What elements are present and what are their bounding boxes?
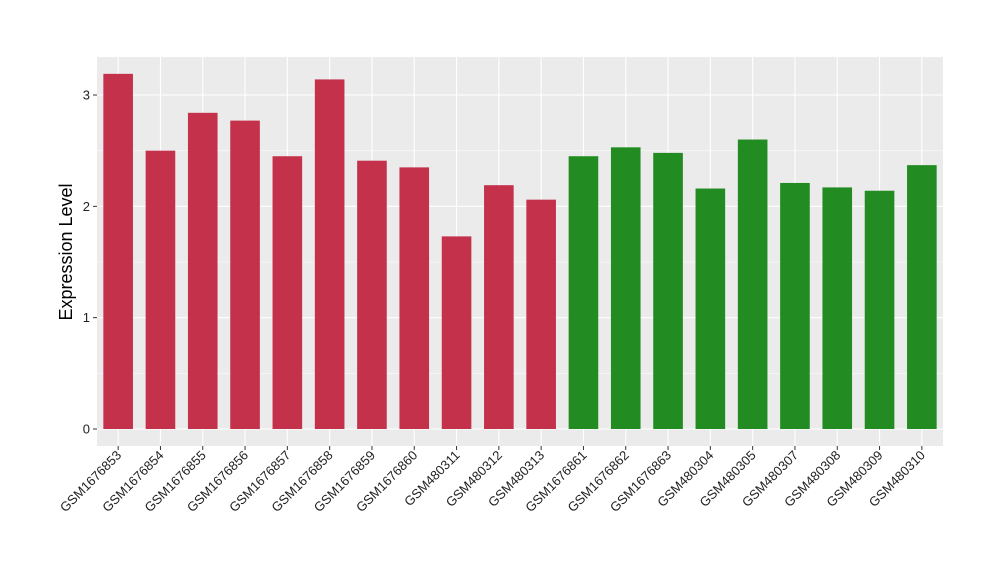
bar-gsm480309 — [864, 190, 895, 429]
bar-gsm1676855 — [187, 112, 218, 430]
bar-gsm1676856 — [230, 120, 260, 430]
bar-gsm1676862 — [610, 147, 641, 429]
bar-gsm480313 — [526, 199, 556, 429]
bar-gsm1676861 — [568, 156, 599, 429]
bar-gsm1676863 — [653, 152, 683, 430]
y-tick-label: 2 — [83, 199, 90, 214]
plot-panel — [97, 57, 943, 446]
bar-gsm1676853 — [103, 73, 133, 429]
y-tick-label: 1 — [83, 310, 90, 325]
y-tick-label: 3 — [83, 88, 90, 103]
bar-gsm480308 — [822, 187, 853, 429]
bar-gsm480304 — [695, 188, 726, 429]
y-axis-ticks: 0 1 2 3 — [83, 88, 97, 437]
bar-gsm480305 — [737, 139, 768, 430]
bar-gsm480311 — [441, 236, 472, 429]
x-axis-ticks: GSM1676853GSM1676854GSM1676855GSM1676856… — [57, 446, 928, 515]
bar-gsm1676859 — [357, 160, 387, 430]
bar-gsm480312 — [484, 185, 514, 429]
bar-gsm480310 — [907, 165, 937, 429]
bar-gsm1676858 — [314, 79, 345, 429]
bar-gsm1676860 — [399, 167, 430, 429]
bar-gsm1676857 — [272, 156, 303, 429]
bars — [103, 73, 937, 430]
bar-gsm480307 — [780, 182, 810, 429]
bar-gsm1676854 — [145, 150, 176, 429]
y-axis-title: Expression Level — [56, 183, 76, 320]
y-tick-label: 0 — [83, 422, 90, 437]
